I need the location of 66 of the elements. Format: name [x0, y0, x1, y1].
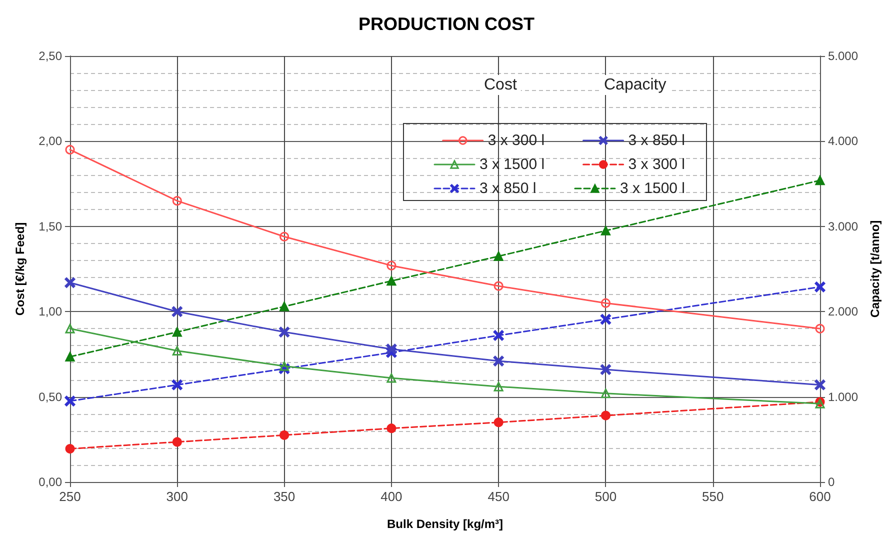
point	[64, 277, 76, 288]
point	[815, 324, 825, 334]
x-axis-title: Bulk Density [kg/m³]	[386, 517, 504, 531]
y-tick-label: 2,00	[38, 134, 62, 148]
y-tick-label: 1,50	[38, 219, 62, 234]
point	[172, 306, 182, 317]
point	[65, 324, 75, 334]
point	[172, 346, 182, 356]
point	[600, 388, 610, 398]
point	[814, 380, 826, 390]
point	[600, 364, 611, 375]
point	[65, 444, 75, 454]
x-tick-label: 250	[59, 489, 81, 504]
y2-tick-label: 5.000	[828, 49, 858, 63]
x-tick-label: 450	[488, 489, 510, 504]
y-tick-label: 1,00	[38, 304, 62, 319]
y2-tick-label: 4.000	[828, 134, 858, 148]
point	[172, 437, 182, 447]
point	[493, 356, 504, 366]
legend-label: 3 x 300 l	[628, 156, 686, 173]
point	[600, 298, 610, 308]
point	[172, 327, 182, 337]
x-tick-label: 600	[809, 489, 831, 504]
point	[280, 302, 290, 312]
point	[386, 344, 397, 354]
y2-tick-label: 2.000	[828, 304, 858, 319]
point	[65, 144, 75, 154]
y2-tick-label: 1.000	[828, 390, 858, 404]
annotation: Capacity	[604, 76, 666, 94]
point	[279, 326, 290, 338]
point	[600, 226, 610, 236]
point	[600, 410, 610, 420]
point	[172, 196, 182, 206]
y-axis-title: Cost [€/kg Feed]	[13, 222, 27, 316]
point	[493, 330, 504, 341]
point	[600, 314, 611, 325]
point	[815, 176, 825, 186]
point	[386, 373, 396, 383]
y-tick-label: 0,00	[38, 475, 62, 489]
point	[280, 430, 290, 440]
y2-axis-title: Capacity [t/anno]	[868, 220, 882, 318]
point	[386, 260, 396, 270]
point	[172, 380, 182, 390]
point	[494, 251, 504, 261]
y2-tick-label: 3.000	[828, 219, 858, 234]
y-tick-label: 0,50	[38, 390, 62, 404]
point	[280, 232, 290, 242]
chart-title: PRODUCTION COST	[358, 14, 535, 34]
y2-tick-label: 0	[828, 475, 835, 489]
x-tick-label: 300	[166, 489, 188, 504]
x-tick-label: 400	[380, 489, 402, 504]
x-tick-label: 350	[273, 489, 296, 504]
legend-label: 3 x 1500 l	[620, 180, 685, 197]
point	[280, 361, 290, 371]
point	[814, 282, 826, 292]
point	[494, 382, 504, 392]
point	[494, 281, 504, 291]
point	[494, 418, 504, 428]
point	[386, 276, 396, 286]
point	[65, 352, 75, 362]
y-tick-label: 2,50	[38, 49, 62, 63]
point	[386, 424, 396, 434]
point	[64, 396, 76, 406]
x-tick-label: 500	[594, 489, 617, 504]
x-tick-label: 550	[702, 489, 724, 504]
annotation: Cost	[484, 76, 518, 94]
